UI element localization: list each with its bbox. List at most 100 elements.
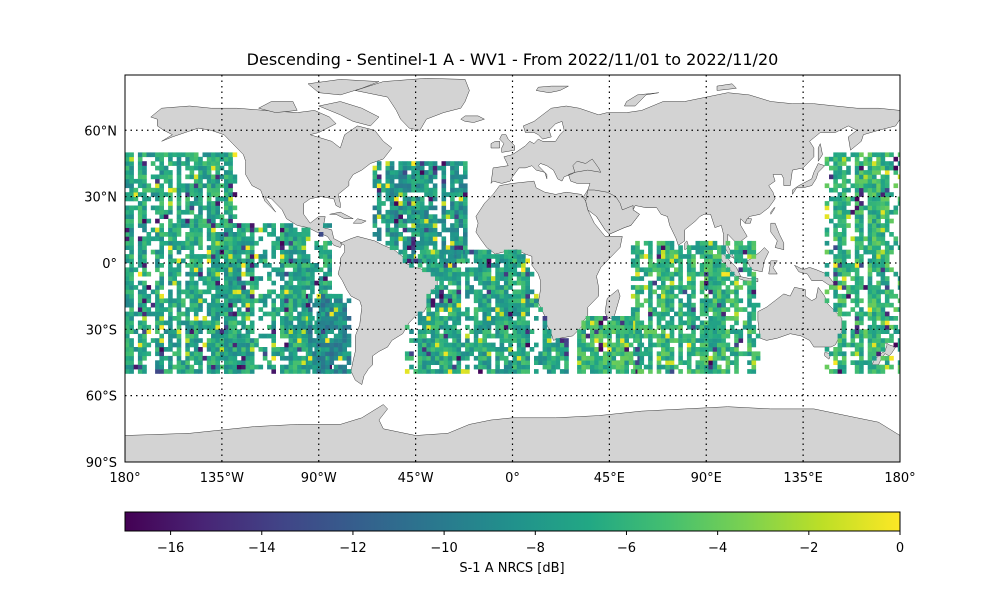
nrcs-cell [691,285,696,290]
nrcs-cell [385,178,391,184]
nrcs-cell [398,183,403,189]
nrcs-cell [232,360,238,365]
nrcs-cell [172,267,177,273]
nrcs-cell [521,355,526,361]
nrcs-cell [478,369,483,374]
nrcs-cell [678,316,683,321]
nrcs-cell [478,320,483,326]
nrcs-cell [695,360,701,365]
nrcs-cell [503,347,509,352]
nrcs-cell [228,205,233,211]
nrcs-cell [137,254,143,259]
nrcs-cell [704,333,709,339]
nrcs-cell [450,240,455,246]
nrcs-cell [686,245,692,250]
nrcs-cell [678,329,683,334]
nrcs-cell [482,307,487,312]
nrcs-cell [129,369,134,374]
nrcs-cell [236,360,242,365]
nrcs-cell [385,223,391,228]
nrcs-cell [232,192,238,197]
nrcs-cell [159,280,164,286]
nrcs-cell [316,360,322,365]
nrcs-cell [686,351,692,357]
nrcs-cell [288,289,294,295]
nrcs-cell [185,347,190,352]
nrcs-cell [833,276,838,281]
landmass-hispaniola [352,218,367,224]
nrcs-cell [168,187,173,193]
nrcs-cell [708,263,713,268]
nrcs-cell [198,351,203,357]
nrcs-cell [564,351,569,357]
nrcs-cell [301,307,307,312]
nrcs-cell [555,360,561,365]
nrcs-cell [704,369,709,374]
nrcs-cell [271,364,276,370]
nrcs-cell [482,298,487,304]
nrcs-cell [129,360,134,365]
nrcs-cell [682,338,688,343]
nrcs-cell [215,209,220,215]
nrcs-cell [419,209,425,215]
nrcs-cell [512,293,518,299]
nrcs-cell [678,347,683,352]
nrcs-cell [465,333,470,339]
nrcs-cell [376,192,382,197]
nrcs-cell [717,355,722,361]
nrcs-cell [525,338,530,343]
nrcs-cell [880,214,886,219]
nrcs-cell [897,338,900,343]
nrcs-cell [499,320,505,326]
nrcs-cell [439,276,444,281]
nrcs-cell [329,311,335,317]
nrcs-cell [620,364,625,370]
nrcs-cell [385,165,391,171]
nrcs-cell [320,324,326,330]
nrcs-cell [155,258,160,264]
nrcs-cell [837,156,843,162]
nrcs-cell [155,307,160,312]
nrcs-cell [516,289,522,295]
nrcs-cell [512,307,518,312]
nrcs-cell [228,187,233,193]
nrcs-cell [486,285,492,290]
nrcs-cell [837,170,843,175]
nrcs-cell [155,351,160,357]
nrcs-cell [320,338,326,343]
nrcs-cell [202,355,208,361]
nrcs-cell [198,245,203,250]
nrcs-cell [215,232,220,237]
nrcs-cell [211,209,216,215]
nrcs-cell [292,267,298,273]
nrcs-cell [577,351,582,357]
nrcs-cell [176,174,182,180]
nrcs-cell [241,369,246,374]
nrcs-cell [310,271,315,277]
nrcs-cell [738,254,744,259]
nrcs-cell [232,285,238,290]
nrcs-cell [176,209,182,215]
nrcs-cell [867,227,873,233]
nrcs-cell [602,355,608,361]
nrcs-cell [516,271,522,277]
nrcs-cell [155,183,160,189]
nrcs-cell [389,170,395,175]
nrcs-cell [159,311,164,317]
nrcs-cell [372,174,378,180]
nrcs-cell [521,285,526,290]
nrcs-cell [172,329,177,334]
nrcs-cell [833,214,838,219]
nrcs-cell [478,307,483,312]
nrcs-cell [389,236,395,242]
nrcs-cell [292,351,298,357]
nrcs-cell [262,347,268,352]
nrcs-cell [185,342,190,348]
nrcs-cell [189,351,195,357]
nrcs-cell [426,342,431,348]
nrcs-cell [833,271,838,277]
nrcs-cell [682,360,688,365]
nrcs-cell [236,258,242,264]
nrcs-cell [884,263,890,268]
nrcs-cell [897,307,900,312]
